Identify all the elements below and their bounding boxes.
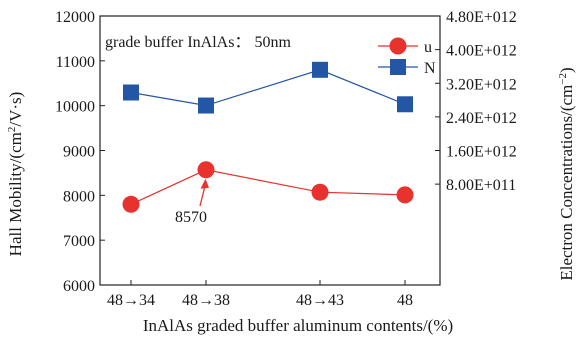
legend-label-N: N (424, 60, 436, 77)
series-point-N (312, 61, 328, 78)
point-value-label: 8570 (175, 209, 207, 226)
y-right-tick-label: 2.40E+012 (446, 110, 517, 127)
series-point-N (397, 96, 413, 113)
x-tick-label: 48→43 (296, 292, 344, 309)
x-tick-label: 48→34 (107, 292, 155, 309)
y-right-tick-label: 1.60E+012 (446, 144, 517, 161)
y-right-tick-label: 8.00E+011 (446, 177, 516, 194)
y-right-tick-label: 4.80E+012 (446, 9, 517, 26)
legend-label-u: u (424, 39, 432, 56)
axes-layer: 6000 7000 8000 9000 10000 11000 12000 8.00E+011… (55, 9, 517, 309)
y-axis-left-label: Hall Mobility/(cm2/V·s) (6, 92, 25, 257)
series-point-u (122, 195, 140, 213)
series-point-N (123, 84, 139, 101)
y-left-tick-label: 10000 (55, 99, 95, 116)
series-point-N (198, 97, 214, 114)
series-point-u (197, 161, 215, 179)
y-right-tick-label: 4.00E+012 (446, 43, 517, 60)
x-tick-label: 48→38 (182, 292, 230, 309)
series-point-u (396, 186, 414, 204)
legend-marker-u (389, 37, 407, 55)
y-right-tick-label: 3.20E+012 (446, 76, 517, 93)
legend: uN (378, 37, 436, 77)
y-left-tick-label: 8000 (63, 188, 95, 205)
plot-frame (99, 15, 441, 286)
chart-annotation: grade buffer InAlAs： 50nm (105, 34, 291, 51)
series-point-u (311, 183, 329, 201)
y-left-tick-label: 9000 (63, 144, 95, 161)
series-line-u (130, 169, 406, 205)
y-left-tick-label: 11000 (56, 54, 95, 71)
legend-marker-N (390, 59, 406, 75)
y-left-tick-label: 7000 (63, 233, 95, 250)
labels-layer: grade buffer InAlAs： 50nm InAlAs graded … (6, 34, 576, 335)
series-layer (122, 61, 414, 213)
series-line-N (130, 69, 406, 107)
y-left-tick-label: 12000 (55, 9, 95, 26)
y-axis-right-label: Electron Concentrations/(cm−2) (557, 67, 576, 280)
point-label-arrow-head (200, 178, 209, 189)
x-tick-label: 48 (397, 292, 413, 309)
x-axis-label: InAlAs graded buffer aluminum contents/(… (143, 316, 453, 335)
y-left-tick-label: 6000 (63, 278, 95, 295)
